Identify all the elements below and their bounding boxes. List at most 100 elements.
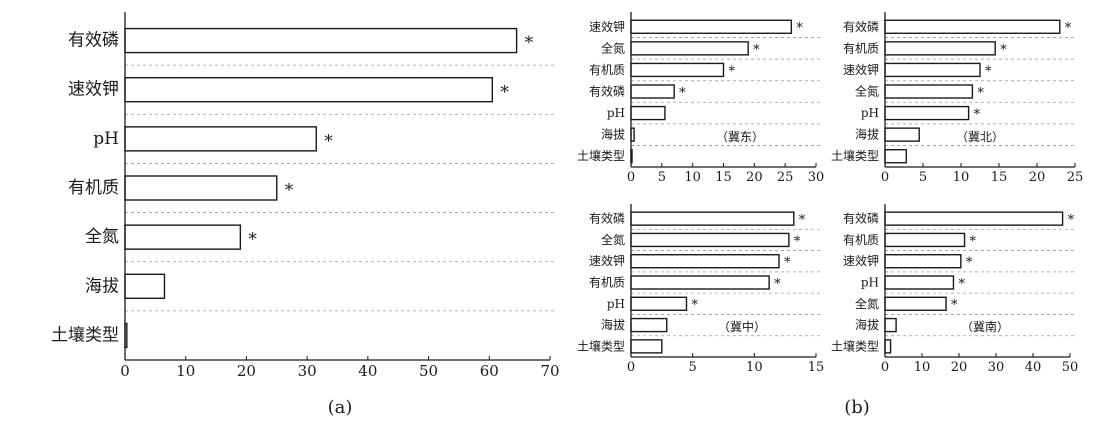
category-label: 土壤类型 bbox=[577, 338, 625, 353]
category-label: 全氮 bbox=[601, 40, 625, 55]
bar bbox=[884, 232, 966, 248]
bar bbox=[884, 149, 907, 164]
category-label: pH bbox=[607, 106, 625, 120]
x-tick-label: 10 bbox=[914, 360, 931, 375]
panel-label-a: (a) bbox=[328, 397, 353, 418]
x-tick-label: 40 bbox=[358, 362, 377, 380]
category-label: 有机质 bbox=[589, 63, 625, 77]
bar bbox=[884, 339, 892, 354]
bar bbox=[630, 275, 770, 290]
category-label: 海拔 bbox=[855, 317, 879, 332]
significance-star: * bbox=[774, 277, 781, 292]
category-label: 土壤类型 bbox=[577, 148, 625, 163]
significance-star: * bbox=[958, 277, 965, 292]
bar bbox=[884, 84, 974, 99]
category-label: 有机质 bbox=[843, 233, 879, 247]
bar bbox=[630, 254, 780, 269]
x-tick-label: 15 bbox=[715, 170, 732, 185]
bar bbox=[630, 211, 795, 226]
category-label: pH bbox=[861, 276, 879, 290]
category-label: 土壤类型 bbox=[51, 324, 119, 345]
x-tick-label: 0 bbox=[627, 170, 635, 185]
significance-star: * bbox=[500, 82, 509, 102]
category-label: 土壤类型 bbox=[831, 148, 879, 163]
category-label: 海拔 bbox=[855, 127, 879, 142]
category-label: 有机质 bbox=[589, 276, 625, 290]
x-tick-label: 0 bbox=[120, 362, 130, 380]
category-label: 土壤类型 bbox=[831, 338, 879, 353]
category-label: 有机质 bbox=[843, 41, 879, 55]
x-tick-label: 0 bbox=[627, 360, 635, 375]
significance-star: * bbox=[324, 131, 333, 151]
significance-star: * bbox=[799, 213, 806, 228]
category-label: 有机质 bbox=[68, 178, 119, 198]
category-label: 全氮 bbox=[601, 232, 625, 247]
significance-star: * bbox=[794, 234, 801, 249]
x-tick-label: 25 bbox=[1067, 170, 1084, 185]
bar bbox=[884, 275, 955, 290]
x-tick-label: 5 bbox=[658, 170, 666, 185]
x-tick-label: 0 bbox=[881, 170, 889, 185]
x-tick-label: 50 bbox=[1062, 360, 1079, 375]
x-tick-label: 60 bbox=[480, 362, 499, 380]
bar bbox=[124, 224, 242, 250]
x-tick-label: 5 bbox=[689, 360, 697, 375]
significance-star: * bbox=[729, 64, 736, 79]
x-tick-label: 20 bbox=[1029, 170, 1046, 185]
category-label: 速效钾 bbox=[589, 19, 625, 34]
bar bbox=[630, 105, 666, 121]
bar bbox=[630, 317, 668, 333]
category-label: 有效磷 bbox=[68, 31, 119, 51]
category-label: 全氮 bbox=[855, 296, 879, 311]
bar bbox=[884, 317, 897, 333]
x-tick-label: 10 bbox=[746, 360, 763, 375]
significance-star: * bbox=[796, 21, 803, 36]
significance-star: * bbox=[1068, 213, 1075, 228]
bar bbox=[884, 254, 962, 269]
significance-star: * bbox=[248, 230, 257, 250]
significance-star: * bbox=[679, 86, 686, 101]
x-tick-label: 30 bbox=[808, 170, 825, 185]
bar bbox=[630, 19, 793, 34]
category-label: 海拔 bbox=[601, 127, 625, 142]
bar bbox=[884, 211, 1064, 226]
x-tick-label: 30 bbox=[988, 360, 1005, 375]
category-label: pH bbox=[607, 297, 625, 311]
category-label: 海拔 bbox=[85, 276, 119, 296]
significance-star: * bbox=[784, 256, 791, 271]
category-label: pH bbox=[93, 129, 119, 149]
x-tick-label: 70 bbox=[540, 362, 559, 380]
x-tick-label: 15 bbox=[808, 360, 825, 375]
significance-star: * bbox=[753, 43, 760, 58]
bar bbox=[884, 296, 947, 311]
bar bbox=[124, 27, 518, 54]
bar bbox=[884, 19, 1061, 34]
x-tick-label: 10 bbox=[176, 362, 195, 380]
category-label: 速效钾 bbox=[843, 62, 879, 77]
significance-star: * bbox=[1000, 43, 1007, 58]
x-tick-label: 25 bbox=[777, 170, 794, 185]
x-tick-label: 50 bbox=[419, 362, 438, 380]
panel-label-b: (b) bbox=[844, 397, 870, 418]
x-tick-label: 0 bbox=[881, 360, 889, 375]
bar bbox=[884, 105, 970, 121]
region-label: （冀东） bbox=[716, 130, 764, 144]
bar bbox=[124, 175, 278, 201]
x-tick-label: 20 bbox=[951, 360, 968, 375]
x-tick-label: 10 bbox=[684, 170, 701, 185]
bar bbox=[124, 126, 317, 152]
bar bbox=[884, 41, 996, 56]
bar bbox=[124, 273, 166, 299]
bar bbox=[884, 62, 981, 78]
significance-star: * bbox=[970, 234, 977, 249]
category-label: 有效磷 bbox=[589, 211, 625, 226]
bar bbox=[630, 62, 725, 78]
region-label: （冀南） bbox=[961, 319, 1009, 334]
bar bbox=[630, 296, 688, 311]
category-label: 速效钾 bbox=[843, 253, 879, 268]
category-label: 全氮 bbox=[85, 227, 119, 247]
